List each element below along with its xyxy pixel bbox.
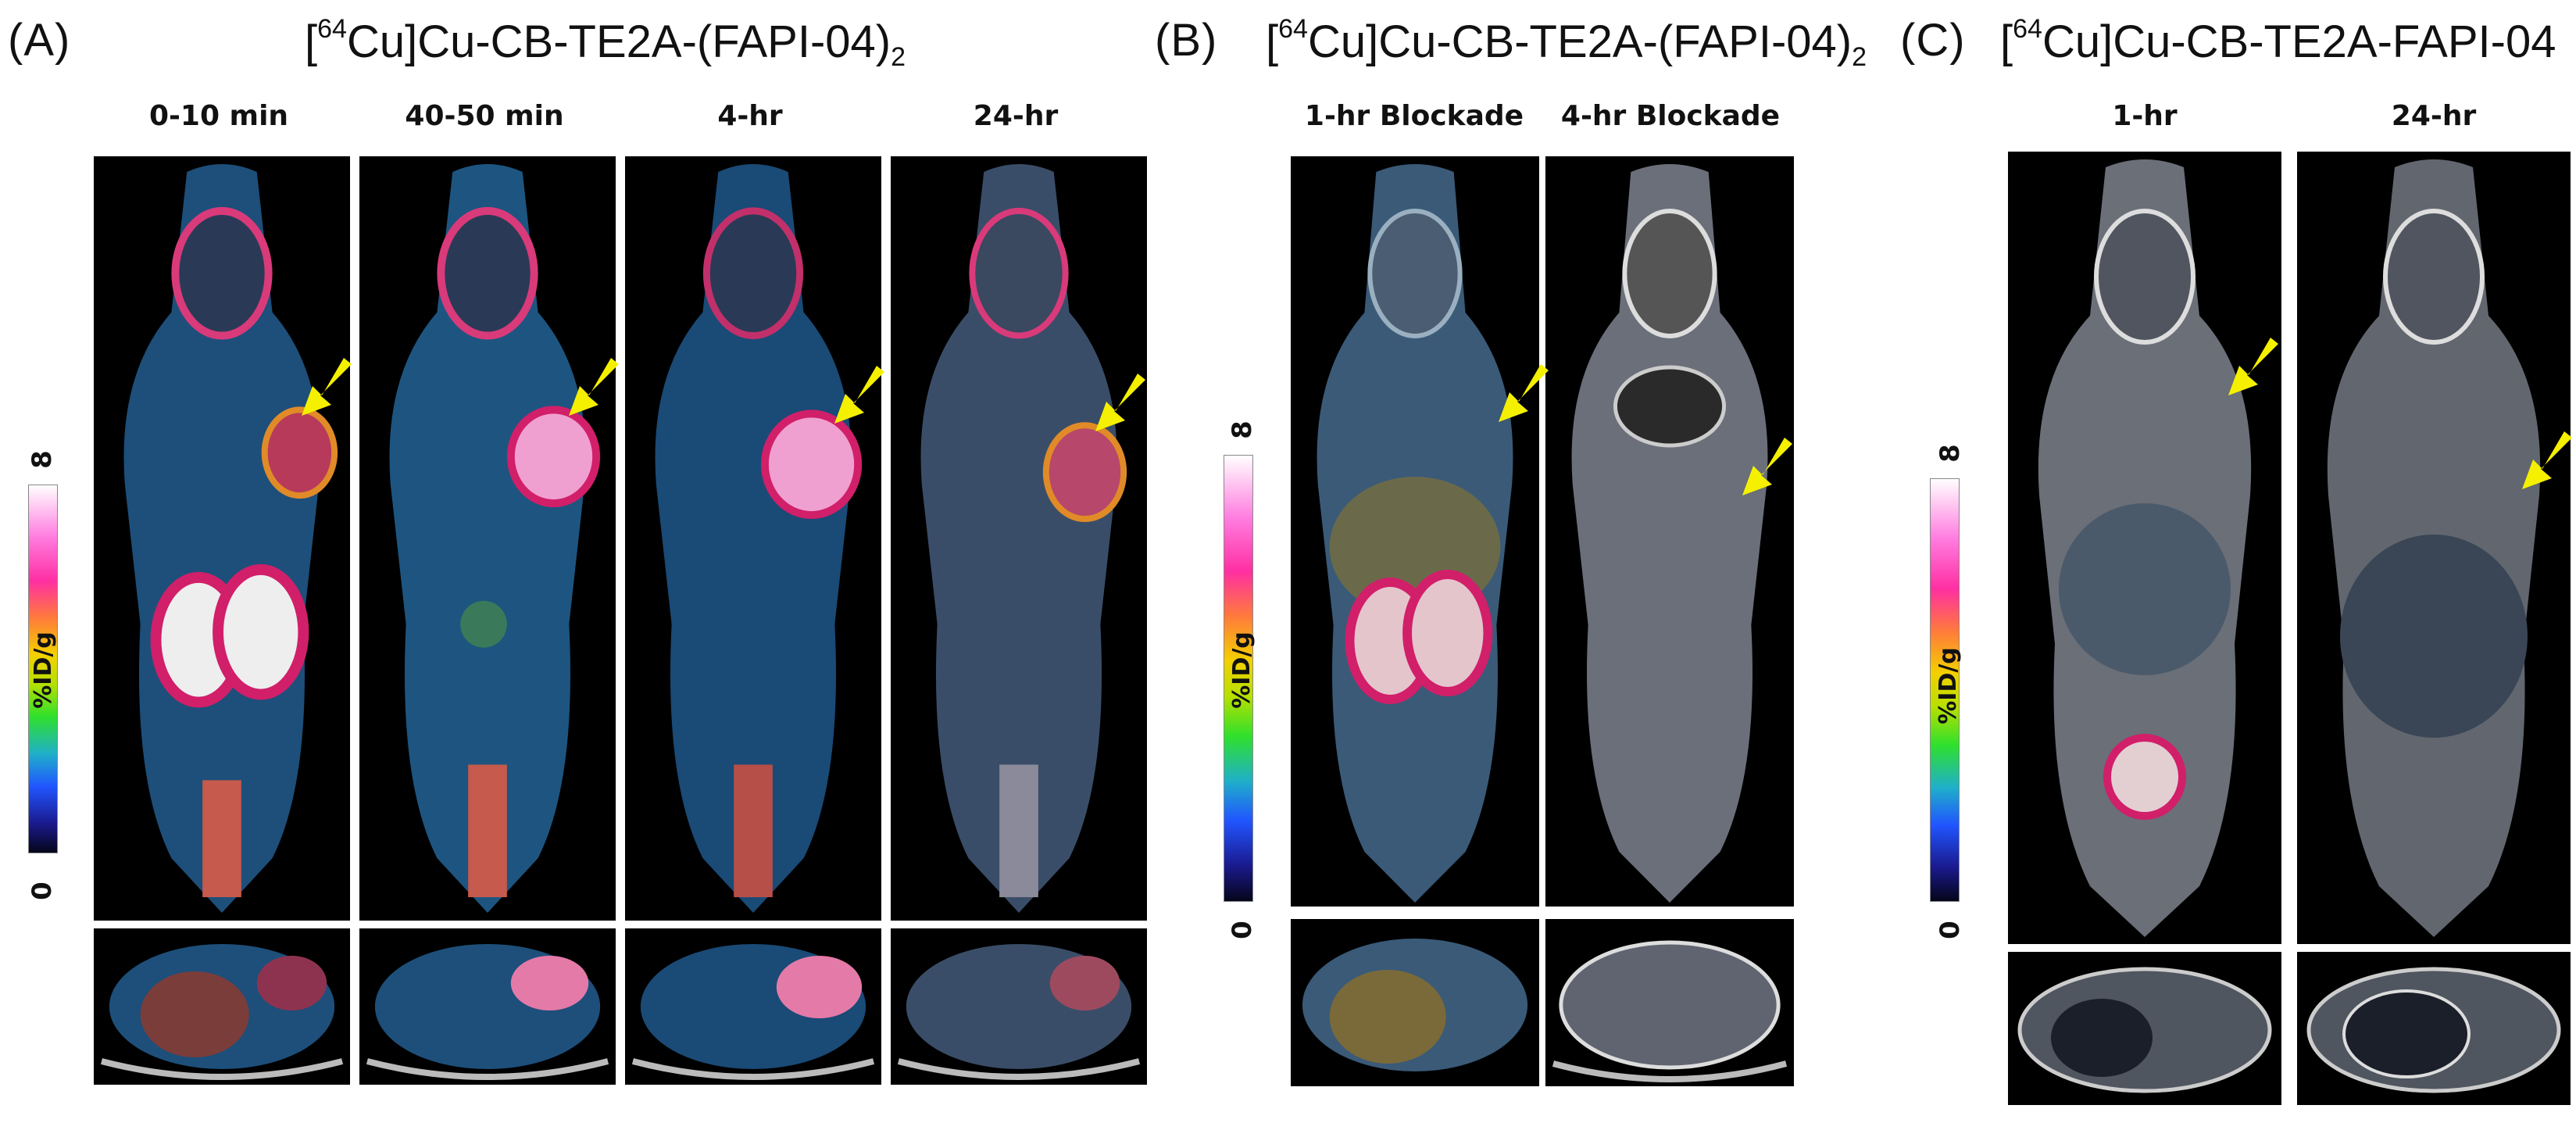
panel-a-title: [64Cu]Cu-CB-TE2A-(FAPI-04)2 [305, 14, 906, 72]
colorbar-min-label: 0 [26, 882, 58, 900]
colorbar-unit-label: %ID/g [1934, 647, 1962, 724]
column-label-4-hr: 4-hr [717, 100, 783, 132]
column-label-24-hr: 24-hr [973, 100, 1059, 132]
column-label-0-10-min: 0-10 min [148, 100, 289, 132]
axial-pet-ct-scan-40-50-min [359, 928, 616, 1085]
colorbar-max-label: 8 [1226, 420, 1258, 439]
axial-pet-ct-scan-1-hr-blockade [1291, 919, 1539, 1086]
column-label-24-hr-c: 24-hr [2391, 100, 2477, 132]
colorbar-scale [28, 485, 58, 853]
coronal-pet-ct-scan-24-hr-c [2297, 152, 2571, 944]
tumor-arrow-icon [2522, 431, 2572, 489]
column-label-40-50-min: 40-50 min [405, 100, 564, 132]
tumor-arrow-icon [2228, 338, 2278, 395]
coronal-pet-ct-scan-0-10-min [94, 156, 350, 921]
column-label-1-hr-blockade: 1-hr Blockade [1304, 100, 1524, 132]
tumor-arrow-icon [302, 358, 352, 416]
axial-pet-ct-scan-0-10-min [94, 928, 350, 1085]
coronal-pet-ct-scan-1-hr [2008, 152, 2281, 944]
column-label-4-hr-blockade: 4-hr Blockade [1560, 100, 1781, 132]
colorbar-scale [1930, 478, 1960, 902]
colorbar-min-label: 0 [1226, 921, 1258, 939]
colorbar-scale [1224, 455, 1253, 902]
panel-b-title: [64Cu]Cu-CB-TE2A-(FAPI-04)2 [1266, 14, 1867, 72]
axial-pet-ct-scan-4-hr [625, 928, 881, 1085]
column-label-1-hr: 1-hr [2112, 100, 2178, 132]
colorbar-max-label: 8 [1934, 444, 1966, 463]
coronal-pet-ct-scan-4-hr [625, 156, 881, 921]
colorbar-unit-label: %ID/g [1227, 631, 1256, 709]
panel-c-letter: (C) [1900, 15, 1966, 66]
panel-a-letter: (A) [8, 15, 71, 66]
tumor-arrow-icon [1499, 364, 1549, 422]
panel-c-title: [64Cu]Cu-CB-TE2A-FAPI-04 [2000, 14, 2556, 67]
colorbar-max-label: 8 [26, 450, 58, 469]
coronal-pet-ct-scan-1-hr-blockade [1291, 156, 1539, 907]
coronal-pet-ct-scan-40-50-min [359, 156, 616, 921]
coronal-pet-ct-scan-24-hr [891, 156, 1147, 921]
tumor-arrow-icon [834, 366, 884, 424]
tumor-arrow-icon [1095, 374, 1145, 431]
axial-pet-ct-scan-24-hr [891, 928, 1147, 1085]
tumor-arrow-icon [569, 358, 619, 416]
axial-pet-ct-scan-24-hr-c [2297, 952, 2571, 1105]
tumor-arrow-icon [1742, 438, 1792, 495]
colorbar-min-label: 0 [1934, 921, 1966, 939]
panel-b-letter: (B) [1155, 15, 1218, 66]
axial-ct-scan-4-hr-blockade [1545, 919, 1794, 1086]
colorbar-unit-label: %ID/g [29, 631, 57, 709]
axial-pet-ct-scan-1-hr [2008, 952, 2281, 1105]
coronal-ct-scan-4-hr-blockade [1545, 156, 1794, 907]
